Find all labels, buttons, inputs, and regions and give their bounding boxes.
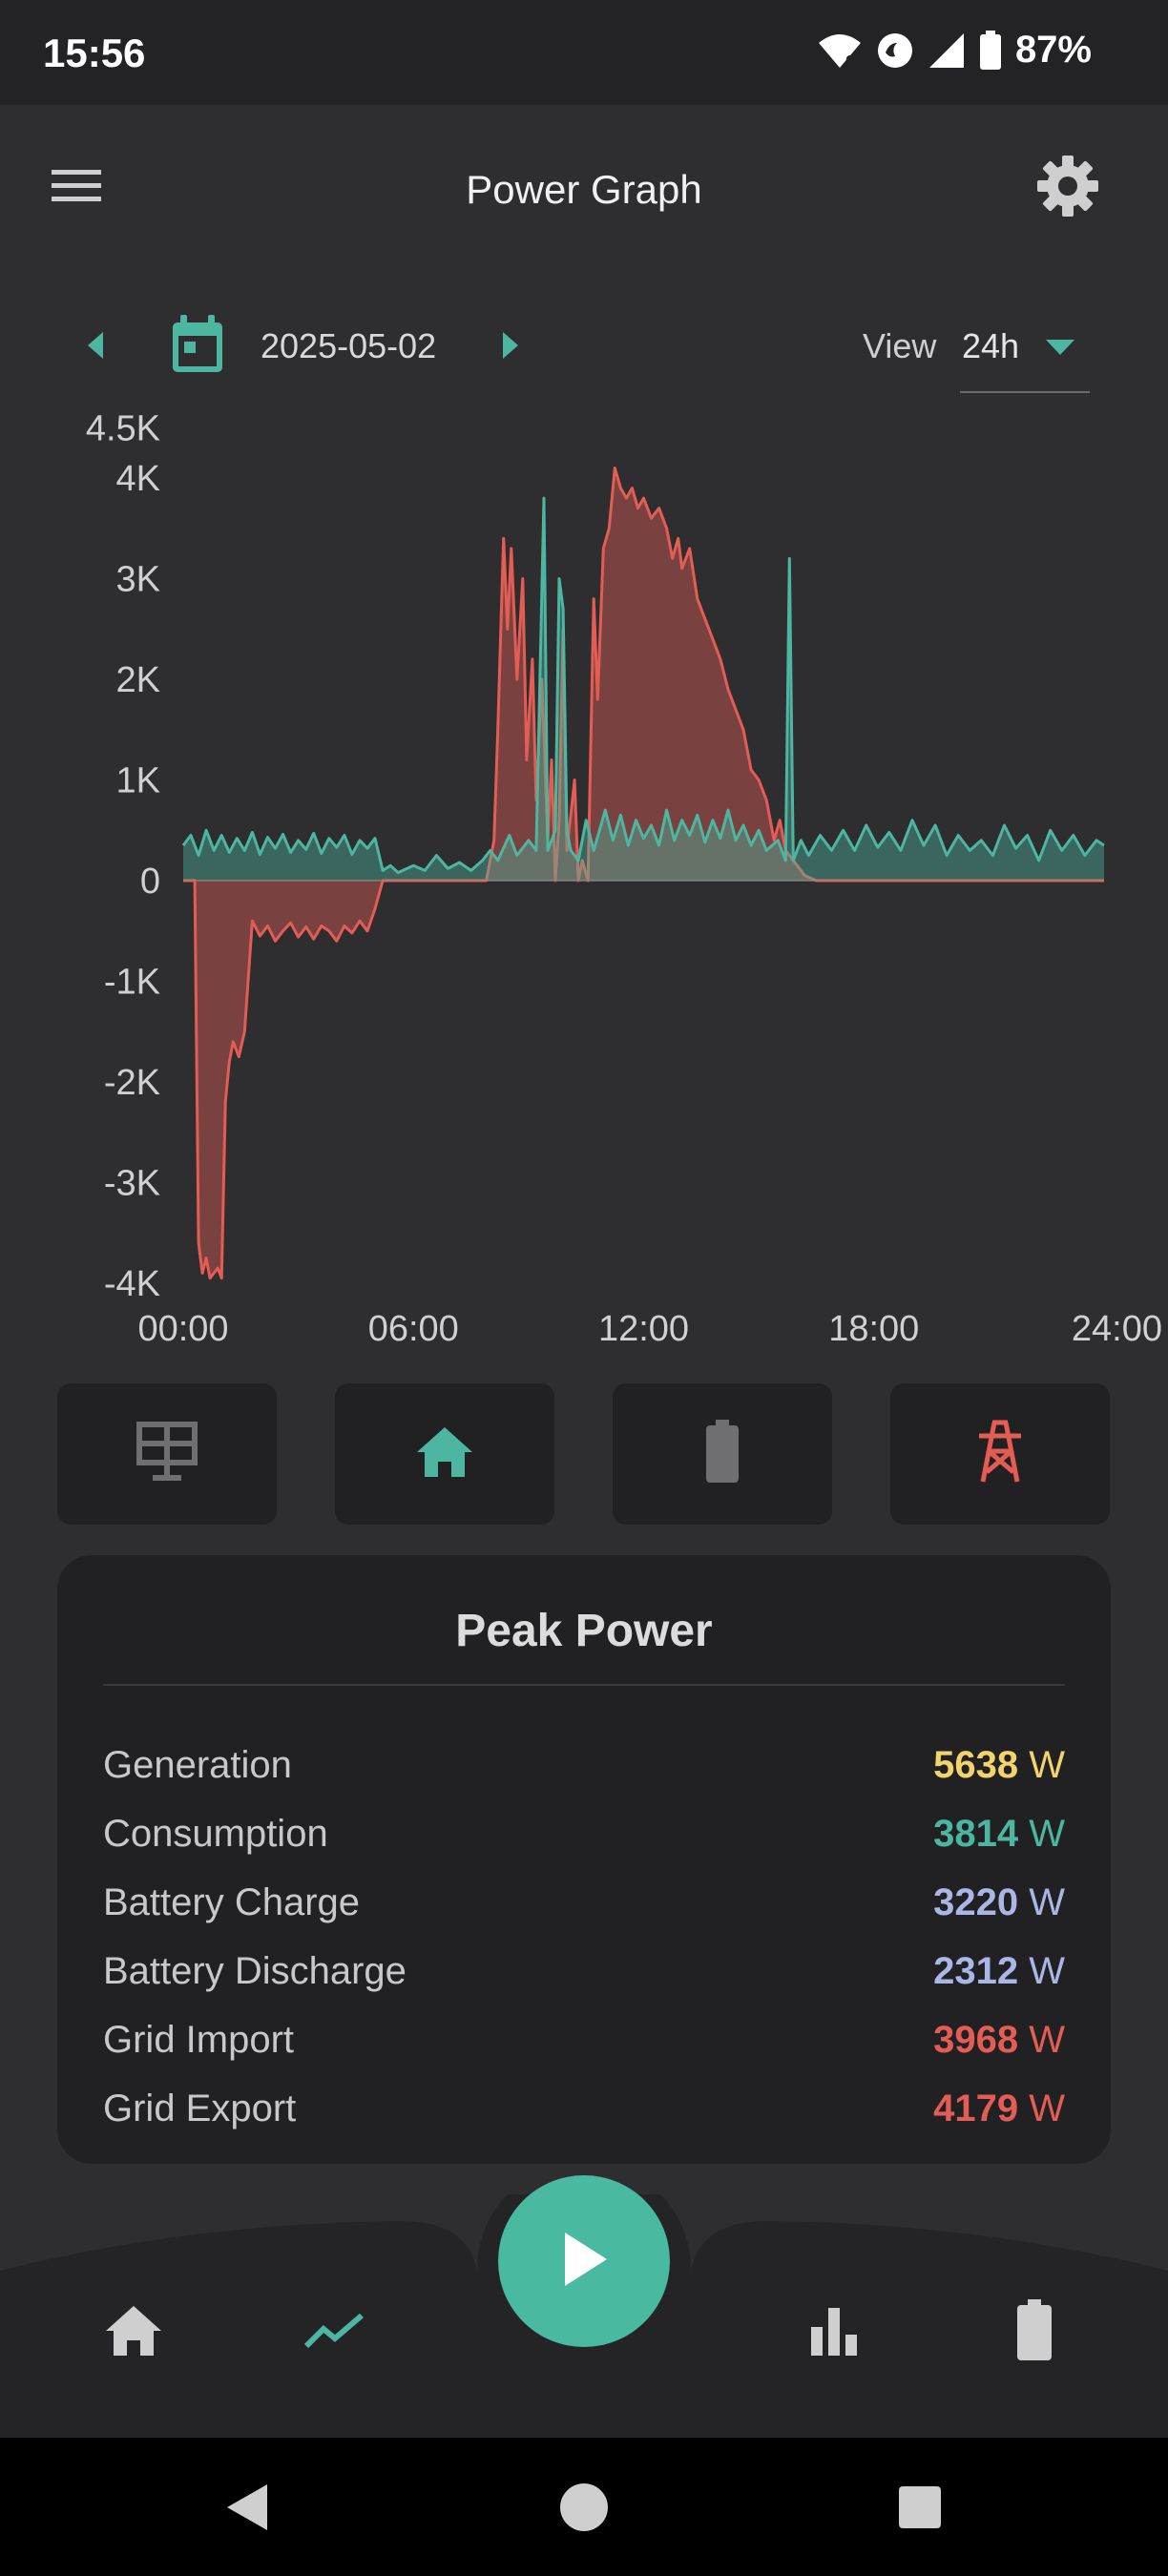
peak-power-title: Peak Power	[455, 1606, 713, 1656]
peak-row-battery-charge: Battery Charge 3220 W	[103, 1881, 1065, 1939]
y-tick-label: -4K	[104, 1264, 160, 1304]
x-tick-label: 06:00	[368, 1309, 459, 1349]
home-circle-icon[interactable]	[551, 2474, 617, 2541]
y-tick-label: 1K	[116, 761, 160, 801]
back-icon[interactable]	[215, 2474, 282, 2541]
view-range-dropdown[interactable]: 24h	[960, 315, 1090, 393]
category-buttons	[57, 1383, 1111, 1525]
page-title: Power Graph	[466, 167, 702, 212]
nav-graph-button[interactable]	[296, 2295, 372, 2371]
y-tick-label: -1K	[104, 963, 160, 1003]
svg-text:6: 6	[845, 53, 853, 67]
peak-row-grid-export: Grid Export 4179 W	[103, 2088, 1065, 2145]
peak-label: Battery Charge	[103, 1881, 361, 1923]
peak-row-battery-discharge: Battery Discharge 2312 W	[103, 1950, 1065, 2007]
status-icons: 6 87%	[817, 29, 1092, 72]
peak-label: Consumption	[103, 1813, 328, 1855]
y-tick-label: 0	[140, 862, 160, 902]
wifi-6-icon: 6	[817, 31, 863, 70]
peak-label: Battery Discharge	[103, 1950, 407, 1992]
solar-panel-icon	[134, 1419, 200, 1490]
peak-row-grid-import: Grid Import 3968 W	[103, 2019, 1065, 2076]
peak-label: Grid Import	[103, 2019, 295, 2061]
view-range-value: 24h	[962, 326, 1020, 365]
peak-value: 4179 W	[933, 2088, 1065, 2129]
app-bar: Power Graph	[0, 105, 1168, 267]
y-tick-label: 4K	[116, 459, 160, 499]
x-tick-label: 12:00	[598, 1309, 689, 1349]
peak-power-card: Peak Power Generation 5638 W Consumption…	[57, 1555, 1111, 2164]
play-button[interactable]	[498, 2175, 670, 2347]
home-icon	[104, 2304, 163, 2362]
peak-label: Grid Export	[103, 2088, 297, 2129]
y-tick-label: -2K	[104, 1063, 160, 1103]
next-day-arrow-icon[interactable]	[491, 324, 530, 366]
bar-chart-icon	[807, 2304, 861, 2362]
selected-date[interactable]: 2025-05-02	[261, 326, 437, 365]
signal-icon	[928, 31, 966, 70]
peak-value: 3220 W	[933, 1881, 1065, 1923]
battery-button[interactable]	[613, 1383, 832, 1525]
power-chart-svg: 4.5K 4K 3K 2K 1K 0 -1K -2K -3K -4K 00:00 06:00 12:0…	[86, 408, 1162, 1349]
power-chart[interactable]: 4.5K 4K 3K 2K 1K 0 -1K -2K -3K -4K 00:00 06:00 12:0…	[0, 401, 1168, 1364]
status-bar: 15:56 6 87%	[0, 0, 1168, 105]
date-navigation: 2025-05-02 View 24h	[0, 305, 1168, 393]
y-tick-label: 2K	[116, 660, 160, 700]
system-navigation-bar	[0, 2438, 1168, 2576]
battery-icon	[979, 30, 1002, 71]
home-button[interactable]	[335, 1383, 554, 1525]
hamburger-menu-icon[interactable]	[48, 162, 115, 219]
solar-panel-button[interactable]	[57, 1383, 277, 1525]
play-icon	[555, 2229, 613, 2295]
y-tick-label: -3K	[104, 1164, 160, 1204]
calendar-icon[interactable]	[167, 313, 228, 378]
battery-icon	[704, 1419, 740, 1489]
x-tick-label: 18:00	[828, 1309, 919, 1349]
y-tick-label: 4.5K	[86, 408, 160, 448]
peak-value: 5638 W	[933, 1744, 1065, 1786]
hotspot-icon	[876, 31, 914, 70]
previous-day-arrow-icon[interactable]	[76, 324, 115, 366]
x-tick-label: 24:00	[1072, 1309, 1162, 1349]
peak-value: 3814 W	[933, 1813, 1065, 1855]
nav-statistics-button[interactable]	[796, 2295, 872, 2371]
peak-label: Generation	[103, 1744, 292, 1786]
grid-tower-button[interactable]	[890, 1383, 1110, 1525]
y-tick-label: 3K	[116, 560, 160, 600]
battery-icon	[1015, 2298, 1053, 2367]
x-tick-label: 00:00	[137, 1309, 228, 1349]
trend-line-icon	[302, 2312, 365, 2355]
nav-home-button[interactable]	[95, 2295, 172, 2371]
peak-row-generation: Generation 5638 W	[103, 1744, 1065, 1801]
peak-value: 3968 W	[933, 2019, 1065, 2061]
home-icon	[415, 1425, 474, 1484]
transmission-tower-icon	[973, 1419, 1027, 1490]
nav-battery-button[interactable]	[996, 2295, 1073, 2371]
peak-row-consumption: Consumption 3814 W	[103, 1813, 1065, 1870]
status-time: 15:56	[43, 31, 146, 75]
recents-icon[interactable]	[886, 2474, 953, 2541]
gear-icon[interactable]	[1034, 153, 1101, 219]
divider	[103, 1684, 1065, 1686]
peak-value: 2312 W	[933, 1950, 1065, 1992]
battery-percent: 87%	[1014, 29, 1092, 71]
view-label: View	[863, 326, 937, 365]
series-line-1	[181, 496, 1105, 875]
series-area-0	[183, 467, 1104, 1278]
chevron-down-icon	[1046, 340, 1074, 357]
